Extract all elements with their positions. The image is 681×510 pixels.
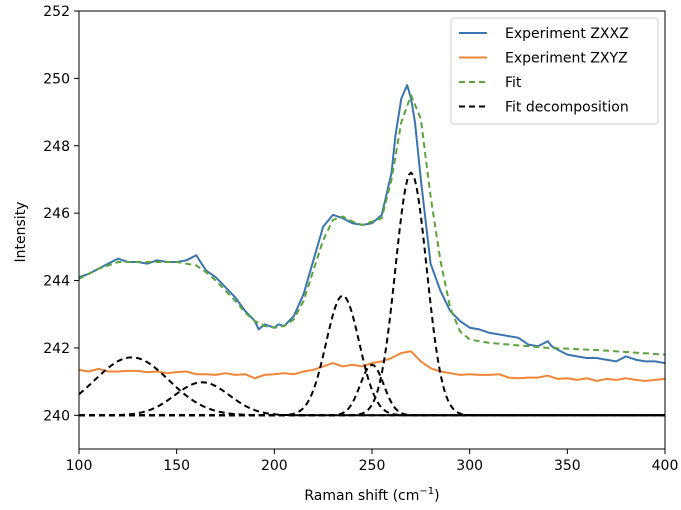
y-tick-label: 248	[43, 139, 70, 155]
plot-lines	[79, 84, 665, 417]
x-axis-label: Raman shift (cm−1)	[304, 486, 439, 504]
y-tick-label: 240	[43, 408, 70, 424]
x-tick-label: 300	[456, 458, 483, 474]
y-tick-label: 252	[43, 4, 70, 20]
legend-box	[450, 17, 659, 125]
x-tick-label: 400	[652, 458, 679, 474]
series-line-experiment-zxxz	[79, 84, 665, 365]
x-tick-label: 250	[359, 458, 386, 474]
y-tick-label: 246	[43, 206, 70, 222]
y-axis-label: Intensity	[13, 202, 29, 263]
x-tick-label: 150	[163, 458, 190, 474]
x-tick-label: 100	[66, 458, 93, 474]
y-tick-label: 242	[43, 341, 70, 357]
y-tick-label: 244	[43, 274, 70, 290]
legend-label: Fit	[505, 75, 522, 91]
fit-component-1	[79, 356, 665, 417]
fit-component-5	[79, 171, 665, 417]
x-axis-label-close: )	[434, 488, 439, 504]
x-axis-label-superscript: −1	[419, 486, 434, 497]
fit-component-4	[79, 363, 665, 417]
x-tick-label: 350	[554, 458, 581, 474]
legend-label: Fit decomposition	[505, 100, 629, 116]
legend-label: Experiment ZXYZ	[505, 51, 628, 67]
legend: Experiment ZXXZ Experiment ZXYZ Fit Fit dec…	[450, 17, 659, 125]
legend-label: Experiment ZXXZ	[505, 26, 629, 42]
series-line-fit	[79, 94, 665, 356]
ticks: 100 150 200 250 300 350 400 240 242 244 246 248 250 2…	[43, 4, 678, 474]
series-line-experiment-zxyz	[79, 350, 665, 382]
y-tick-label: 250	[43, 71, 70, 87]
x-tick-label: 200	[261, 458, 288, 474]
